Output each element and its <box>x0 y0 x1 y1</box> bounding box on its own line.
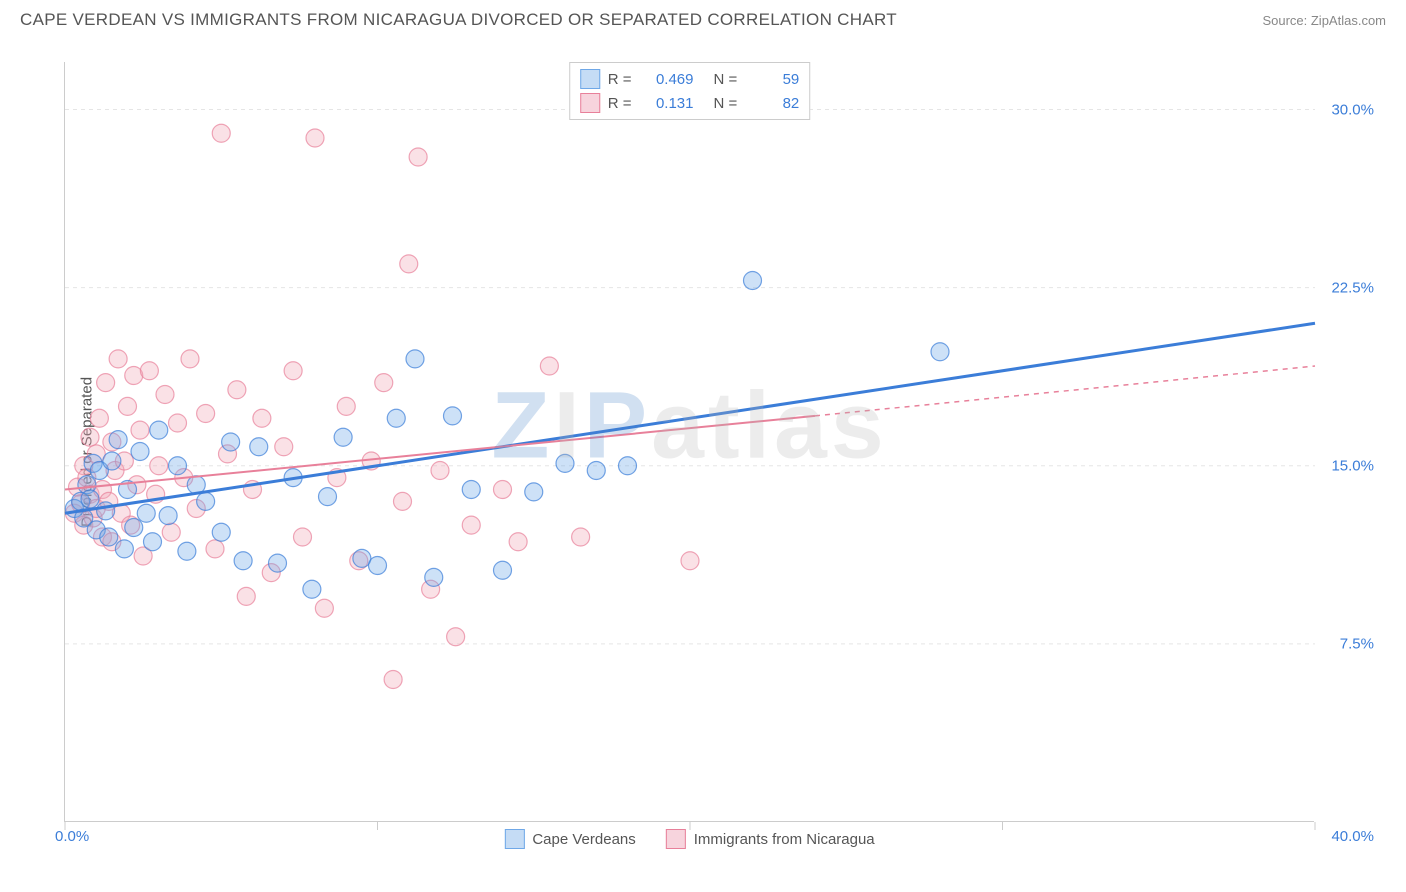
legend-swatch <box>580 93 600 113</box>
n-value: 59 <box>749 71 799 88</box>
stats-legend: R = 0.469 N = 59 R = 0.131 N = 82 <box>569 62 811 120</box>
header: CAPE VERDEAN VS IMMIGRANTS FROM NICARAGU… <box>0 0 1406 36</box>
y-tick-label: 7.5% <box>1340 635 1374 652</box>
plot-svg <box>65 62 1314 821</box>
plot-area: ZIPatlas R =0.469N =59R =0.131N =82 Cape… <box>64 62 1314 822</box>
legend-item: Immigrants from Nicaragua <box>666 829 875 849</box>
chart-wrapper: Divorced or Separated ZIPatlas R =0.469N… <box>20 42 1386 862</box>
r-value: 0.469 <box>644 71 694 88</box>
legend-item: Cape Verdeans <box>504 829 635 849</box>
r-label: R = <box>608 95 632 112</box>
bottom-legend: Cape Verdeans Immigrants from Nicaragua <box>504 829 874 849</box>
stats-legend-row: R = 0.469 N = 59 <box>580 67 800 91</box>
source-label: Source: ZipAtlas.com <box>1262 13 1386 28</box>
y-tick-label: 22.5% <box>1331 279 1374 296</box>
legend-swatch <box>666 829 686 849</box>
legend-label: Cape Verdeans <box>532 831 635 848</box>
n-label: N = <box>714 95 738 112</box>
r-value: 0.131 <box>644 95 694 112</box>
n-label: N = <box>714 71 738 88</box>
stats-legend-row: R = 0.131 N = 82 <box>580 91 800 115</box>
y-tick-label: 30.0% <box>1331 101 1374 118</box>
legend-label: Immigrants from Nicaragua <box>694 831 875 848</box>
legend-swatch <box>504 829 524 849</box>
chart-title: CAPE VERDEAN VS IMMIGRANTS FROM NICARAGU… <box>20 10 897 30</box>
n-value: 82 <box>749 95 799 112</box>
x-min-label: 0.0% <box>55 828 89 845</box>
x-max-label: 40.0% <box>1331 828 1374 845</box>
legend-swatch <box>580 69 600 89</box>
y-tick-label: 15.0% <box>1331 457 1374 474</box>
r-label: R = <box>608 71 632 88</box>
